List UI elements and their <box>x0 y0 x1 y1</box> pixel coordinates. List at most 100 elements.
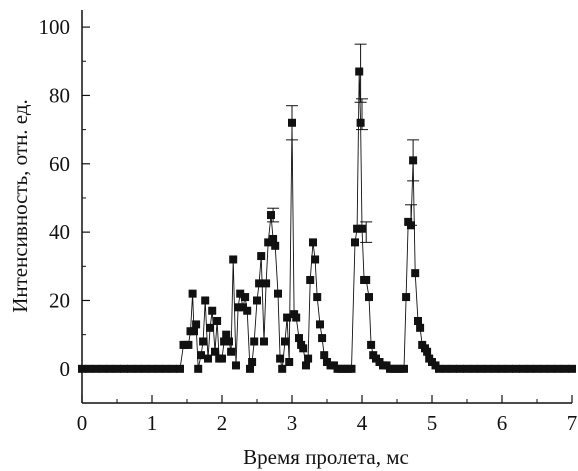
data-point <box>365 293 373 302</box>
data-point <box>435 364 443 373</box>
data-point <box>262 279 271 288</box>
data-point <box>194 364 203 373</box>
data-point <box>309 238 317 247</box>
data-point <box>311 255 320 264</box>
data-point <box>423 347 432 356</box>
data-point <box>353 224 362 233</box>
data-point <box>169 364 177 373</box>
data-point <box>414 316 422 325</box>
y-tick-label: 20 <box>49 288 70 312</box>
data-point <box>505 364 513 373</box>
data-point <box>568 364 576 373</box>
data-point <box>367 340 376 349</box>
data-point <box>269 234 278 243</box>
y-tick-label: 0 <box>60 357 71 381</box>
data-point <box>304 354 313 363</box>
x-tick-label: 6 <box>497 411 508 435</box>
data-point <box>255 279 264 288</box>
data-point <box>208 306 217 315</box>
data-point <box>220 337 229 346</box>
data-point <box>470 364 478 373</box>
data-point <box>218 354 226 363</box>
data-point <box>554 364 562 373</box>
y-tick-label: 100 <box>39 15 71 39</box>
data-point <box>127 364 135 373</box>
data-point <box>347 364 356 373</box>
data-point <box>283 313 292 322</box>
data-point <box>99 364 107 373</box>
data-point <box>106 364 114 373</box>
data-point <box>190 327 198 336</box>
error-bars-group <box>267 43 420 243</box>
data-point <box>120 364 128 373</box>
data-point <box>155 364 163 373</box>
data-point <box>402 293 411 302</box>
data-point <box>162 364 170 373</box>
data-point <box>292 313 301 322</box>
points-group <box>78 67 576 373</box>
data-point <box>318 334 327 343</box>
data-point <box>306 275 315 284</box>
data-point <box>197 351 205 360</box>
x-tick-label: 3 <box>287 411 298 435</box>
data-point <box>201 296 210 305</box>
data-point <box>206 323 215 332</box>
data-point <box>288 118 296 127</box>
data-point <box>526 364 534 373</box>
data-point <box>92 364 100 373</box>
data-point <box>253 296 261 305</box>
data-point <box>519 364 527 373</box>
data-point <box>400 364 408 373</box>
data-point <box>355 67 364 76</box>
x-tick-label: 0 <box>77 411 88 435</box>
data-point <box>134 364 142 373</box>
data-point <box>561 364 569 373</box>
data-point <box>351 238 359 247</box>
data-point <box>264 238 273 247</box>
data-point <box>148 364 156 373</box>
data-point <box>271 241 280 250</box>
data-point <box>285 357 294 366</box>
data-point <box>248 357 257 366</box>
data-point <box>477 364 485 373</box>
data-point <box>442 364 450 373</box>
data-point <box>295 334 303 343</box>
data-point <box>302 361 310 370</box>
y-tick-label: 40 <box>49 220 70 244</box>
data-point <box>409 156 418 165</box>
data-point <box>222 330 231 339</box>
data-point <box>547 364 555 373</box>
data-point <box>113 364 121 373</box>
data-point <box>188 289 197 298</box>
data-point <box>246 364 254 373</box>
data-point <box>241 293 250 302</box>
data-point <box>276 354 285 363</box>
data-point <box>484 364 492 373</box>
data-point <box>227 347 236 356</box>
data-point <box>236 289 245 298</box>
data-point <box>313 293 322 302</box>
data-point <box>358 224 366 233</box>
series-line-group <box>82 71 572 370</box>
data-point <box>239 303 247 312</box>
series-line <box>82 71 572 370</box>
data-point <box>232 361 240 370</box>
data-point <box>449 364 457 373</box>
data-point <box>225 337 233 346</box>
data-point <box>184 340 193 349</box>
data-point <box>192 320 201 329</box>
data-point <box>267 211 275 220</box>
plot-area <box>81 10 572 404</box>
data-point <box>243 306 252 315</box>
data-point <box>316 320 324 329</box>
y-tick-label: 80 <box>49 83 70 107</box>
data-point <box>540 364 548 373</box>
data-point <box>498 364 506 373</box>
x-tick-label: 1 <box>147 411 158 435</box>
data-point <box>176 364 184 373</box>
data-point <box>250 337 259 346</box>
data-point <box>411 269 420 278</box>
data-point <box>213 316 222 325</box>
x-axis-ticks: 0 1 2 3 4 5 6 7 <box>77 395 577 435</box>
